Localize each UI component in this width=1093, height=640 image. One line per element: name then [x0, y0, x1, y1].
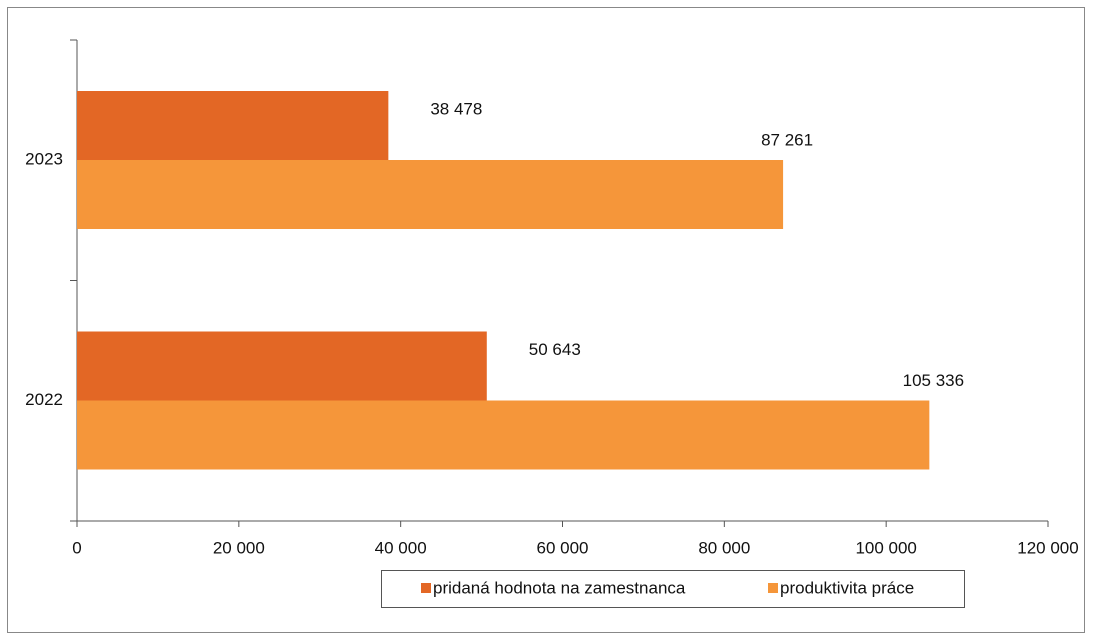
x-tick-label: 120 000	[1017, 538, 1078, 557]
bar	[77, 400, 930, 470]
x-tick-label: 100 000	[855, 538, 916, 557]
data-label: 38 478	[430, 99, 482, 118]
y-tick-label: 2022	[25, 390, 63, 409]
x-tick-label: 60 000	[537, 538, 589, 557]
y-tick-label: 2023	[25, 150, 63, 169]
chart-frame	[7, 7, 1085, 633]
bar	[77, 160, 784, 229]
bar	[77, 331, 487, 401]
legend-marker	[768, 583, 778, 593]
legend-marker	[421, 583, 431, 593]
legend-label: pridaná hodnota na zamestnanca	[433, 578, 686, 597]
data-label: 105 336	[903, 371, 964, 390]
data-label: 50 643	[529, 340, 581, 359]
x-tick-label: 40 000	[375, 538, 427, 557]
bar	[77, 91, 389, 160]
data-label: 87 261	[761, 130, 813, 149]
legend-box	[381, 570, 965, 608]
x-tick-label: 20 000	[213, 538, 265, 557]
x-tick-label: 0	[72, 538, 81, 557]
x-tick-label: 80 000	[698, 538, 750, 557]
legend-label: produktivita práce	[780, 578, 914, 597]
